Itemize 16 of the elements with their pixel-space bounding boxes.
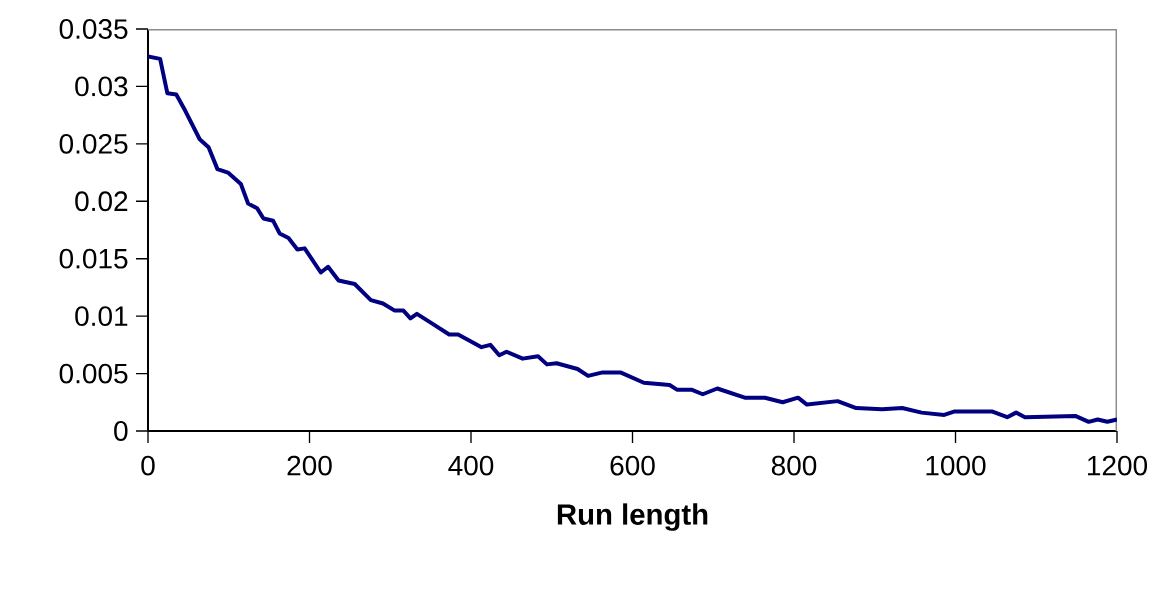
x-tick-label: 400: [448, 455, 494, 476]
y-tick-label: 0.025: [59, 133, 128, 154]
y-tick-label: 0.02: [75, 191, 128, 212]
y-tick-label: 0: [114, 421, 128, 441]
x-tick-label: 1200: [1088, 455, 1148, 476]
x-tick-label: 200: [287, 455, 332, 476]
y-tick-label: 0.01: [75, 306, 128, 327]
x-tick-label: 1000: [926, 455, 986, 476]
x-tick-label: 600: [610, 455, 655, 476]
y-tick-label: 0.035: [59, 19, 128, 39]
y-tick-label: 0.005: [59, 363, 128, 384]
x-tick-label: 800: [771, 455, 817, 476]
x-axis-title: Run length: [557, 503, 708, 531]
y-tick-label: 0.015: [59, 248, 128, 269]
x-tick-label: 0: [141, 455, 155, 476]
y-tick-label: 0.03: [75, 76, 128, 97]
